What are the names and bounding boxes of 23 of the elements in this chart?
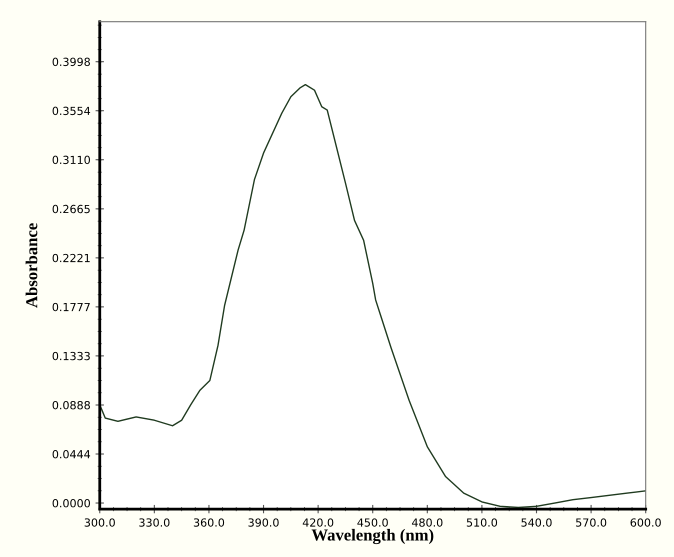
y-tick-label: 0.3110 (52, 156, 90, 164)
x-tick-label: 480.0 (412, 518, 442, 527)
y-tick-label: 0.1333 (52, 352, 90, 360)
y-tick-label: 0.1777 (52, 302, 90, 312)
y-tick-label: 0.3554 (52, 106, 90, 116)
y-tick-label: 0.0888 (52, 400, 90, 410)
x-axis-title: Wavelength (nm) (312, 528, 434, 544)
x-tick-label: 330.0 (139, 518, 170, 527)
x-tick-label: 420.0 (302, 518, 334, 527)
x-tick-label: 570.0 (576, 518, 606, 527)
x-tick-label: 450.0 (357, 518, 388, 527)
y-tick-label: 0.2665 (52, 204, 90, 214)
y-tick-label: 0.2221 (52, 254, 90, 262)
x-tick-label: 360.0 (194, 518, 224, 527)
x-tick-label: 300.0 (84, 518, 115, 527)
y-tick-label: 0.0444 (52, 450, 90, 458)
x-tick-label: 390.0 (248, 518, 279, 527)
y-tick-label: 0.3998 (52, 58, 90, 66)
x-tick-label: 510.0 (466, 518, 498, 527)
x-tick-label: 540.0 (521, 518, 552, 527)
y-axis-title: Absorbance (26, 223, 38, 308)
y-tick-label: 0.0000 (52, 499, 90, 508)
x-tick-label: 600.0 (630, 518, 661, 527)
